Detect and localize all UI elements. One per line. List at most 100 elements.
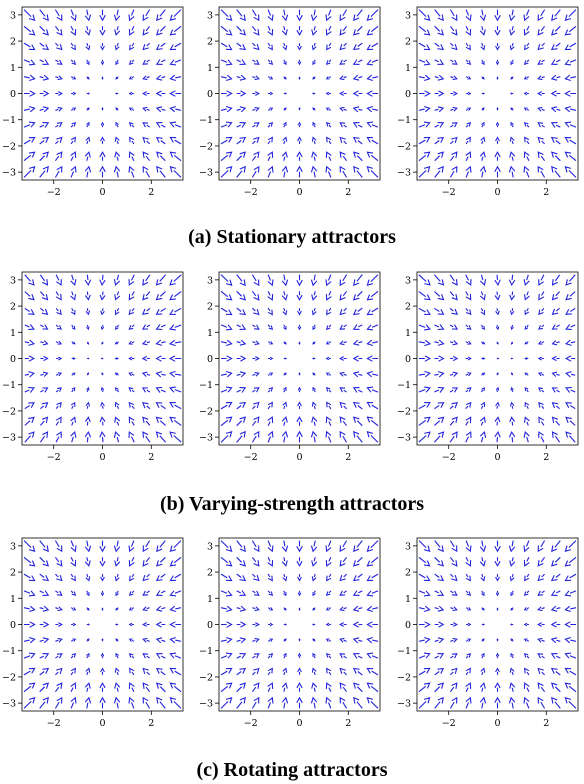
quiver-arrow	[418, 121, 431, 128]
quiver-arrow	[99, 26, 106, 36]
quiver-arrow	[142, 75, 150, 81]
quiver-arrow	[24, 339, 36, 346]
quiver-arrow	[281, 430, 289, 443]
quiver-arrow	[169, 59, 182, 66]
quiver-arrow	[267, 696, 274, 709]
y-tick-label: 0	[10, 354, 16, 365]
quiver-arrow	[70, 121, 77, 128]
quiver-arrow	[312, 372, 316, 376]
quiver-arrow	[449, 274, 458, 286]
quiver-arrow	[480, 136, 486, 145]
y-tick-label: 1	[10, 63, 16, 74]
quiver-arrow	[282, 307, 288, 316]
quiver-arrow	[434, 540, 444, 553]
quiver-arrow	[236, 165, 246, 178]
quiver-arrow	[434, 42, 445, 51]
quiver-arrow	[169, 621, 181, 628]
y-tick-label: 1	[207, 594, 213, 605]
quiver-arrow	[296, 430, 303, 443]
quiver-arrow	[114, 372, 119, 376]
quiver-arrow	[509, 623, 514, 626]
quiver-arrow	[434, 291, 445, 301]
quiver-arrow	[312, 324, 316, 331]
quiver-arrow	[282, 573, 288, 582]
quiver-arrow	[71, 372, 76, 376]
quiver-arrow	[115, 107, 119, 111]
quiver-arrow	[353, 540, 363, 553]
quiver-arrow	[267, 291, 274, 301]
quiver-arrow	[267, 652, 274, 659]
caption-rotating: (c) Rotating attractors	[0, 759, 584, 782]
quiver-arrow	[114, 416, 121, 426]
quiver-arrow	[339, 696, 348, 709]
quiver-arrow	[564, 165, 577, 178]
quiver-arrow	[39, 9, 49, 22]
quiver-arrow	[23, 42, 36, 51]
quiver-arrow	[99, 682, 106, 692]
quiver-arrow	[99, 165, 106, 178]
quiver-arrow	[434, 355, 445, 362]
quiver-arrow	[523, 151, 530, 161]
quiver-arrow	[114, 324, 120, 331]
quiver-arrow	[366, 42, 379, 51]
quiver-arrow	[128, 590, 135, 597]
quiver-arrow	[551, 307, 560, 316]
quiver-arrow	[565, 291, 576, 301]
quiver-arrow	[564, 371, 576, 378]
quiver-arrow	[352, 324, 363, 330]
quiver-arrow	[550, 151, 561, 162]
quiver-arrow	[55, 274, 62, 286]
quiver-arrow	[141, 387, 151, 393]
quiver-arrow	[339, 667, 347, 676]
quiver-arrow	[496, 357, 500, 360]
quiver-arrow	[55, 340, 63, 345]
x-tick-label: 2	[148, 452, 154, 463]
quiver-arrow	[55, 622, 63, 627]
quiver-arrow	[450, 573, 458, 582]
panel-stationary-2: −3 −2 −1 0 1 2 3 −2 0 2	[199, 6, 381, 198]
quiver-arrow	[55, 59, 63, 65]
quiver-arrow	[434, 402, 445, 410]
quiver-arrow	[114, 573, 120, 582]
quiver-arrow	[142, 431, 151, 443]
quiver-arrow	[480, 308, 486, 316]
quiver-arrow	[54, 540, 63, 553]
quiver-arrow	[169, 9, 182, 22]
quiver-arrow	[236, 696, 246, 709]
quiver-arrow	[267, 590, 274, 597]
quiver-arrow	[169, 636, 182, 644]
quiver-arrow	[142, 136, 150, 145]
quiver-arrow	[142, 274, 151, 286]
quiver-arrow	[252, 59, 260, 65]
y-tick-label: 0	[207, 89, 213, 100]
quiver-arrow	[465, 121, 472, 128]
y-tick-label: −3	[2, 168, 16, 179]
quiver-arrow	[39, 136, 50, 145]
quiver-arrow	[352, 387, 363, 393]
quiver-arrow	[267, 26, 274, 36]
quiver-arrow	[310, 430, 318, 443]
quiver-arrow	[87, 357, 90, 360]
quiver-arrow	[352, 590, 363, 596]
quiver-arrow	[71, 386, 76, 393]
quiver-arrow	[449, 25, 458, 36]
quiver-arrow	[100, 308, 105, 316]
quiver-arrow	[434, 122, 445, 128]
quiver-arrow	[325, 9, 332, 22]
quiver-arrow	[524, 42, 530, 51]
quiver-arrow	[23, 682, 36, 693]
quiver-arrow	[510, 652, 514, 659]
quiver-arrow	[537, 340, 545, 345]
y-tick-label: −1	[397, 646, 411, 657]
y-tick-label: −2	[2, 672, 16, 683]
y-tick-label: −1	[199, 646, 213, 657]
quiver-arrow	[310, 540, 318, 553]
quiver-arrow	[55, 307, 62, 316]
quiver-arrow	[252, 136, 260, 145]
quiver-arrow	[366, 667, 379, 676]
quiver-arrow	[565, 307, 576, 315]
quiver-arrow	[155, 416, 166, 426]
quiver-arrow	[142, 151, 151, 162]
quiver-arrow	[236, 387, 247, 393]
quiver-arrow	[450, 136, 458, 145]
